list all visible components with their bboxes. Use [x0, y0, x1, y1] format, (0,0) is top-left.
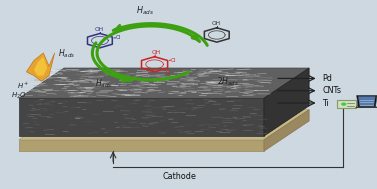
Text: Cathode: Cathode — [162, 172, 196, 181]
Polygon shape — [356, 107, 377, 108]
Text: Pd: Pd — [322, 74, 332, 83]
Polygon shape — [264, 110, 309, 151]
Text: $H_2O$: $H_2O$ — [11, 91, 26, 101]
Text: OH: OH — [95, 27, 104, 32]
Text: $H_{ads}$: $H_{ads}$ — [136, 5, 154, 17]
Polygon shape — [26, 53, 55, 81]
Text: $2H_{ads}$: $2H_{ads}$ — [217, 76, 239, 88]
Polygon shape — [358, 96, 375, 106]
Polygon shape — [19, 98, 264, 136]
Text: Cl: Cl — [166, 70, 171, 75]
Text: OH: OH — [151, 50, 160, 55]
Text: $H_{ads}$: $H_{ads}$ — [95, 78, 112, 90]
Text: Cl: Cl — [170, 58, 176, 63]
Text: Cl: Cl — [116, 35, 121, 40]
Text: $H_{ads}$: $H_{ads}$ — [58, 47, 75, 60]
Polygon shape — [264, 68, 309, 136]
Polygon shape — [34, 57, 47, 76]
Polygon shape — [19, 110, 309, 140]
Polygon shape — [357, 95, 377, 107]
Text: $H^+$: $H^+$ — [17, 81, 29, 91]
FancyBboxPatch shape — [337, 100, 356, 108]
Text: CNTs: CNTs — [322, 86, 341, 95]
Polygon shape — [19, 68, 309, 98]
Polygon shape — [19, 140, 264, 151]
Text: Ti: Ti — [322, 98, 329, 108]
Text: OH: OH — [211, 21, 221, 26]
Circle shape — [342, 103, 346, 105]
